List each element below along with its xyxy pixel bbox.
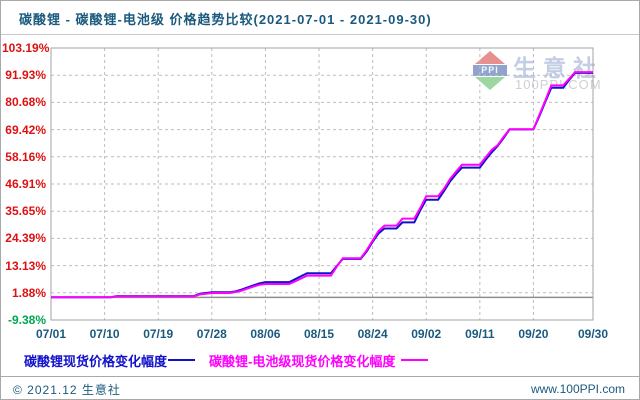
x-axis-tick-label: 09/30 [577,327,609,341]
x-axis-tick-label: 09/11 [465,327,495,341]
y-axis-tick-label: 80.68% [5,95,46,110]
line-chart-plot-area [50,47,594,321]
footer-site-link[interactable]: www.100PPI.com [530,382,625,396]
y-axis-tick-label: 69.42% [5,122,46,137]
x-axis-tick-label: 08/15 [304,327,335,341]
x-axis-tick-label: 08/24 [357,327,388,341]
x-axis-tick-label: 07/01 [35,327,67,341]
y-axis-tick-label: -9.38% [7,313,46,327]
y-axis-tick-label: 24.39% [5,231,46,246]
legend-line-swatch-battery-grade [401,359,428,361]
watermark-logo-down-triangle-icon [475,77,505,90]
legend-label-lithium-carbonate: 碳酸锂现货价格变化幅度 [24,354,168,369]
y-axis-tick-label: 1.88% [11,285,46,300]
plot-border [50,47,594,321]
y-axis-tick-label: 91.93% [5,68,46,83]
watermark-logo-ppi-icon: PPI [473,65,507,76]
y-axis-tick-label: 58.16% [5,149,46,164]
series-line-battery-grade [51,71,593,299]
x-axis-tick-label: 07/28 [196,327,227,341]
series-line-lithium-carbonate [51,71,593,299]
footer-copyright: © 2021.12 生意社 [13,383,121,397]
footer-divider [1,376,639,377]
title-divider [1,34,639,35]
legend-label-battery-grade: 碳酸锂-电池级现货价格变化幅度 [209,354,396,369]
legend-line-swatch-lithium-carbonate [168,359,195,361]
watermark-brand-name: 生意社 [513,55,603,81]
y-axis-tick-label: 46.91% [5,176,46,191]
x-axis-tick-label: 07/19 [143,327,174,341]
x-axis-tick-label: 08/06 [250,327,281,341]
y-axis-tick-label: 13.13% [5,258,46,273]
y-axis-tick-label: 35.65% [5,204,46,219]
x-axis-tick-label: 07/10 [89,327,120,341]
y-axis-tick-label: 103.19% [2,41,50,55]
x-axis-tick-label: 09/02 [411,327,442,341]
page-title: 碳酸锂 - 碳酸锂-电池级 价格趋势比较(2021-07-01 - 2021-0… [19,12,432,27]
x-axis-tick-label: 09/20 [518,327,549,341]
watermark: PPI 生意社 100PPI.COM [473,51,601,96]
watermark-logo-up-triangle-icon [475,51,505,64]
